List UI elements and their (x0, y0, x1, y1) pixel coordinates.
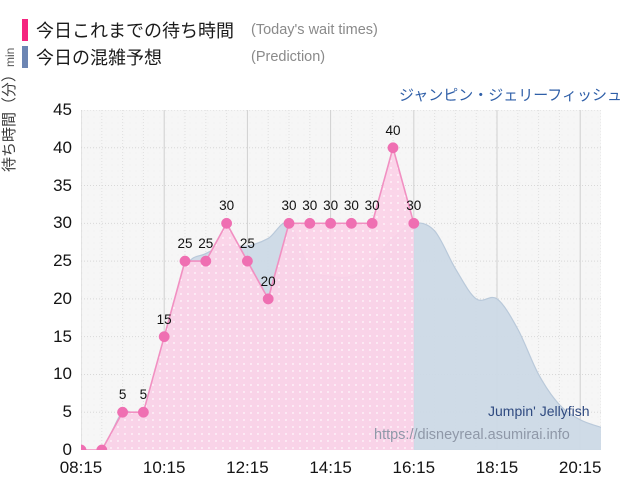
plot-area (81, 110, 601, 450)
y-tick-5: 5 (62, 402, 72, 422)
data-label: 25 (198, 236, 214, 252)
data-label: 25 (177, 236, 193, 252)
legend-swatch-actual (22, 18, 28, 41)
legend-swatch-prediction (22, 45, 28, 68)
x-tick-1015: 10:15 (142, 458, 186, 477)
legend-label-actual-jp: 今日これまでの待ち時間 (36, 20, 234, 41)
attraction-title-jp: ジャンピン・ジェリーフィッシュ (398, 87, 622, 104)
y-tick-10: 10 (53, 364, 72, 384)
x-tick-1415: 14:15 (309, 458, 352, 477)
y-tick-15: 15 (53, 326, 72, 346)
y-tick-45: 45 (53, 100, 72, 119)
data-label: 30 (219, 198, 235, 214)
x-tick-1615: 16:15 (392, 458, 436, 477)
data-label: 30 (302, 198, 318, 214)
legend-label-actual-en: (Today's wait times) (251, 21, 378, 38)
y-tick-30: 30 (53, 213, 72, 233)
data-label: 20 (260, 273, 276, 289)
legend-item-actual: 今日これまでの待ち時間 (Today's wait times) (22, 16, 378, 43)
x-tick-1215: 12:15 (226, 458, 269, 477)
data-label: 30 (343, 198, 359, 214)
x-tick-2015: 20:15 (558, 458, 602, 477)
y-tick-25: 25 (53, 251, 72, 271)
data-label: 15 (156, 311, 172, 327)
watermark-attraction-name: Jumpin' Jellyfish (488, 403, 590, 419)
legend-item-prediction: 今日の混雑予想 (Prediction) (22, 43, 378, 70)
data-label: 5 (118, 387, 127, 403)
data-label: 30 (323, 198, 339, 214)
watermark-url: https://disneyreal.asumirai.info (374, 427, 570, 443)
data-label: 5 (139, 387, 148, 403)
legend-label-prediction-en: (Prediction) (251, 48, 326, 65)
y-tick-20: 20 (53, 288, 72, 308)
legend-label-prediction-jp: 今日の混雑予想 (36, 47, 162, 68)
data-label: 40 (385, 122, 401, 138)
chart-legend: 今日これまでの待ち時間 (Today's wait times) 今日の混雑予想… (22, 16, 378, 70)
data-label: 30 (406, 198, 422, 214)
y-tick-40: 40 (53, 137, 72, 157)
y-tick-35: 35 (53, 175, 72, 195)
x-tick-0815: 08:15 (59, 458, 103, 477)
x-tick-1815: 18:15 (475, 458, 519, 477)
data-label: 25 (239, 236, 255, 252)
data-label: 30 (364, 198, 380, 214)
data-label: 30 (281, 198, 297, 214)
y-tick-0: 0 (62, 440, 72, 459)
chart-svg (81, 110, 601, 450)
